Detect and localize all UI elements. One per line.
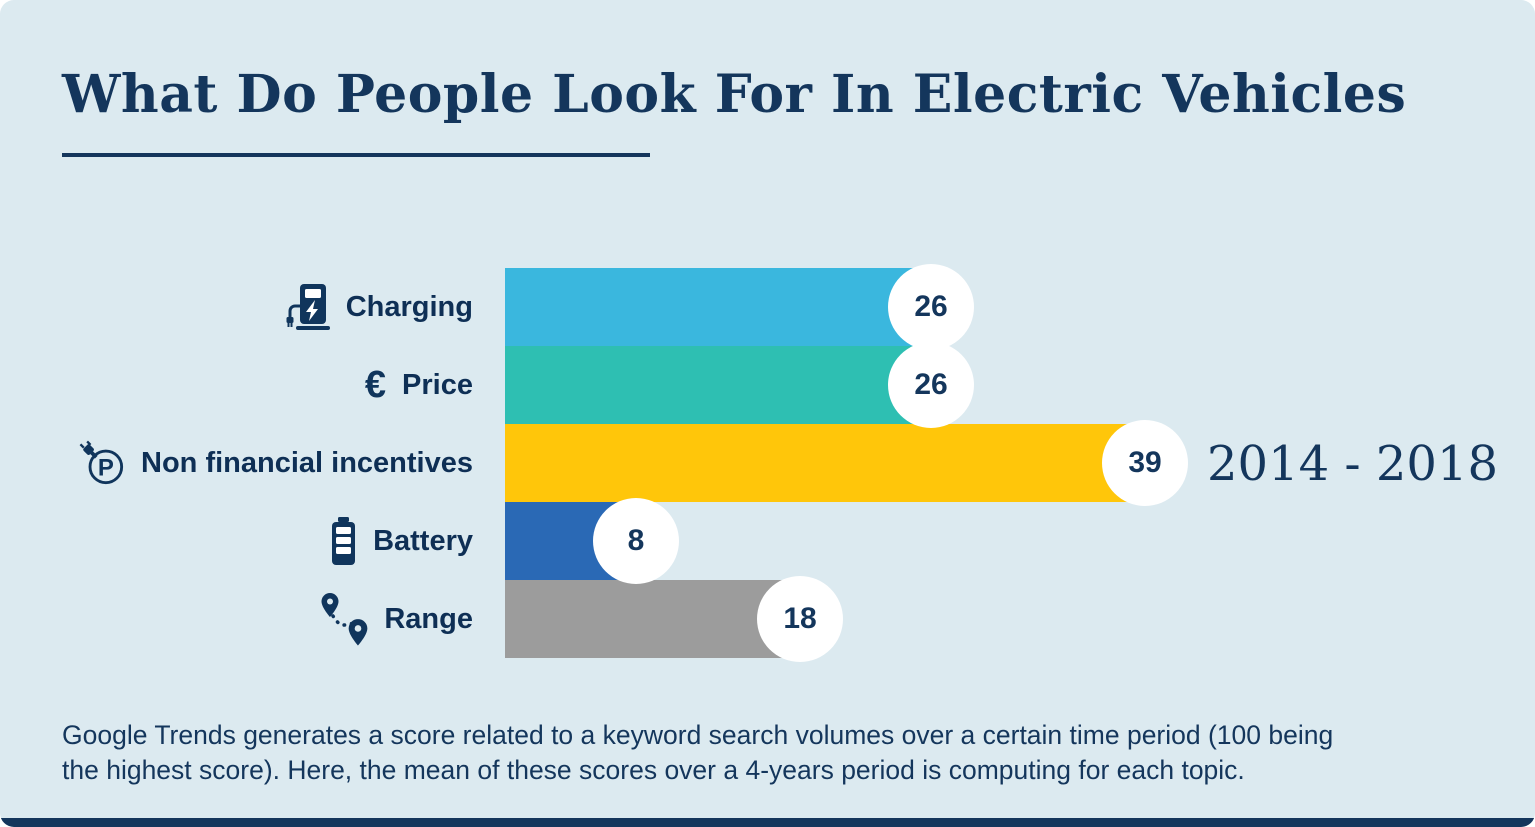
svg-text:P: P	[98, 454, 114, 481]
bottom-accent-strip	[0, 818, 1535, 827]
bar-range	[505, 580, 800, 658]
category-label: Range	[384, 602, 473, 635]
parking-plug-icon: P	[79, 440, 125, 486]
bar-row-battery: Battery 8	[0, 498, 1535, 584]
value-text: 8	[627, 524, 645, 557]
value-badge: 18	[757, 576, 843, 662]
value-badge: 26	[888, 342, 974, 428]
bar-row-range: Range 18	[0, 576, 1535, 662]
value-badge: 39	[1102, 420, 1188, 506]
value-text: 26	[914, 368, 948, 401]
bar-cell: 8	[505, 498, 1535, 584]
bar-cell: 26	[505, 264, 1535, 350]
label-cell: € Price	[0, 346, 505, 424]
bar-row-charging: Charging 26	[0, 264, 1535, 350]
bar-price	[505, 346, 931, 424]
route-pins-icon	[320, 592, 368, 646]
category-label: Price	[402, 368, 473, 401]
bar-incentives	[505, 424, 1145, 502]
label-cell: Charging	[0, 268, 505, 346]
euro-icon: €	[364, 364, 387, 406]
footnote-caption: Google Trends generates a score related …	[62, 718, 1333, 788]
bar-row-price: € Price 26	[0, 342, 1535, 428]
value-badge: 26	[888, 264, 974, 350]
battery-icon	[330, 516, 357, 566]
title-underline	[62, 153, 650, 157]
bar-chart: Charging 26 € Price 26	[0, 264, 1535, 662]
footnote-line-2: the highest score). Here, the mean of th…	[62, 754, 1245, 785]
label-cell: Battery	[0, 502, 505, 580]
value-text: 18	[783, 602, 817, 635]
category-label: Non financial incentives	[141, 446, 473, 479]
bar-cell: 26	[505, 342, 1535, 428]
footnote-line-1: Google Trends generates a score related …	[62, 720, 1334, 750]
label-cell: P Non financial incentives	[0, 424, 505, 502]
label-cell: Range	[0, 580, 505, 658]
value-badge: 8	[593, 498, 679, 584]
charging-station-icon	[286, 282, 330, 332]
value-text: 26	[914, 290, 948, 323]
page-title: What Do People Look For In Electric Vehi…	[62, 64, 1407, 125]
bar-cell: 39	[505, 420, 1535, 506]
bar-cell: 18	[505, 576, 1535, 662]
period-label: 2014 - 2018	[1207, 436, 1499, 492]
value-text: 39	[1128, 446, 1162, 479]
bar-row-incentives: P Non financial incentives 39	[0, 420, 1535, 506]
category-label: Battery	[373, 524, 473, 557]
bar-charging	[505, 268, 931, 346]
category-label: Charging	[345, 290, 473, 323]
